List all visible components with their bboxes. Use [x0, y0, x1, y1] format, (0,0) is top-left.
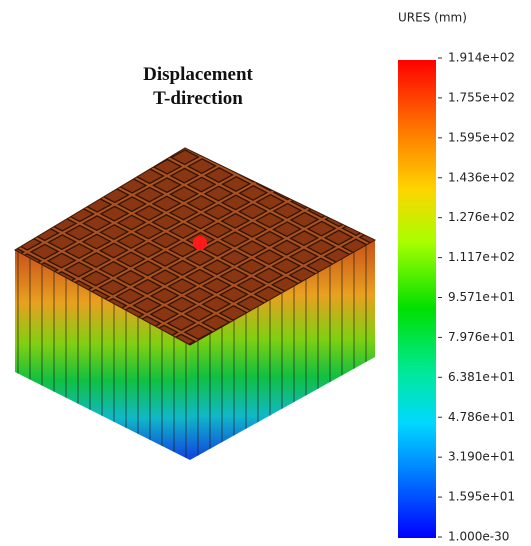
legend-label: 1.595e+02	[448, 130, 515, 144]
legend-label: 1.000e-30	[448, 530, 509, 544]
legend-label: 7.976e+01	[448, 330, 515, 344]
legend-title: URES (mm)	[398, 11, 467, 25]
page: Displacement T-direction URES (mm) 1.914…	[0, 0, 531, 546]
title-line: T-direction	[153, 88, 243, 109]
legend-label: 1.914e+02	[448, 51, 515, 65]
legend-label: 1.117e+02	[448, 250, 515, 264]
legend-label: 1.436e+02	[448, 170, 515, 184]
legend-label: 6.381e+01	[448, 370, 515, 384]
legend-label: 1.595e+01	[448, 490, 515, 504]
max-marker	[193, 236, 207, 250]
legend-label: 1.276e+02	[448, 210, 515, 224]
honeycomb-model	[15, 148, 375, 460]
title-line: Displacement	[143, 64, 253, 85]
legend-label: 4.786e+01	[448, 410, 515, 424]
legend: URES (mm) 1.914e+02 1.755e+02 1.595e+02 1.4…	[398, 11, 515, 544]
legend-label: 1.755e+02	[448, 90, 515, 104]
legend-label: 9.571e+01	[448, 290, 515, 304]
legend-label: 3.190e+01	[448, 450, 515, 464]
color-bar	[398, 60, 436, 538]
